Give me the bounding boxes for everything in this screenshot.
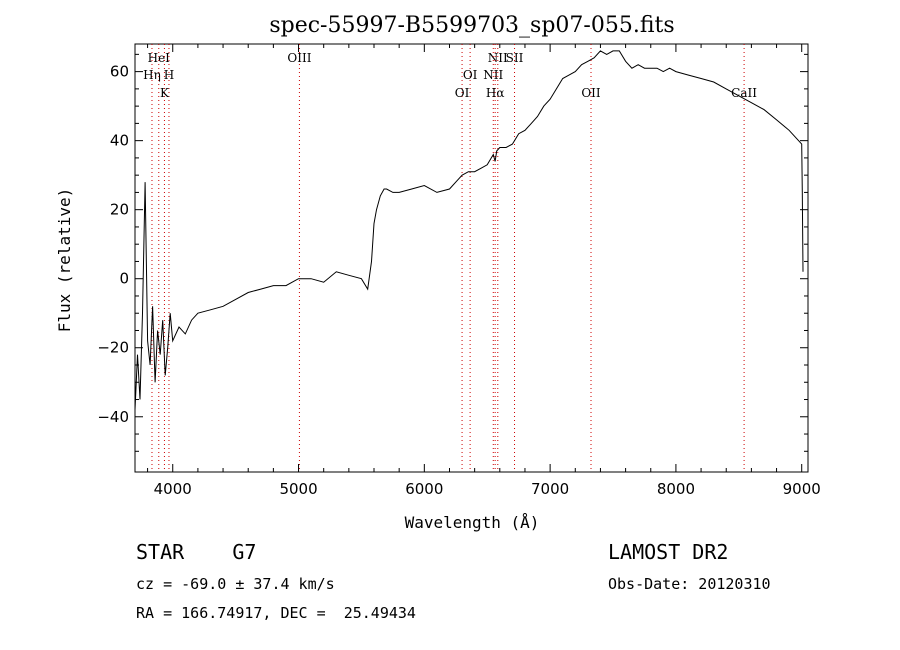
survey-label: LAMOST DR2	[608, 540, 729, 564]
axis-ticks: 4000 5000 6000 7000 8000 9000 −40 −20 0 20 40 60	[97, 44, 821, 498]
spectral-line-label: Hα	[486, 86, 505, 100]
chart-title: spec-55997-B5599703_sp07-055.fits	[269, 13, 674, 38]
spectral-line-label: CaII	[731, 86, 757, 100]
x-tick-label: 5000	[279, 480, 317, 498]
x-tick-label: 9000	[783, 480, 821, 498]
x-tick-label: 7000	[531, 480, 569, 498]
x-tick-label: 4000	[154, 480, 192, 498]
spectral-line-label: NII	[488, 51, 508, 65]
coordinates-text: RA = 166.74917, DEC = 25.49434	[136, 604, 416, 622]
spectral-line-label: OIII	[287, 51, 311, 65]
spectrum-line	[134, 50, 804, 410]
y-tick-label: 20	[110, 201, 129, 219]
spectral-line-label: NII	[483, 68, 503, 82]
x-axis-label: Wavelength (Å)	[405, 513, 540, 532]
x-tick-label: 6000	[405, 480, 443, 498]
spectral-line-label: OI	[463, 68, 478, 82]
plot-frame	[134, 43, 809, 473]
observation-date-text: Obs-Date: 20120310	[608, 575, 771, 593]
spectral-line-label: OI	[455, 86, 470, 100]
y-tick-label: 60	[110, 63, 129, 81]
spectral-line-label: K	[160, 86, 170, 100]
y-axis-label: Flux (relative)	[55, 188, 74, 333]
y-tick-label: −20	[97, 339, 129, 357]
spectral-line-label: OII	[581, 86, 601, 100]
spectral-line-label: H	[164, 68, 174, 82]
spectral-line-label: HeI	[148, 51, 171, 65]
y-tick-label: 40	[110, 132, 129, 150]
spectral-line-label: Hη	[143, 68, 161, 82]
spectral-line-label: SII	[506, 51, 524, 65]
redshift-velocity-text: cz = -69.0 ± 37.4 km/s	[136, 575, 335, 593]
x-tick-label: 8000	[657, 480, 695, 498]
y-tick-label: −40	[97, 408, 129, 426]
object-class-label: STAR G7	[136, 540, 257, 564]
y-tick-label: 0	[119, 270, 129, 288]
